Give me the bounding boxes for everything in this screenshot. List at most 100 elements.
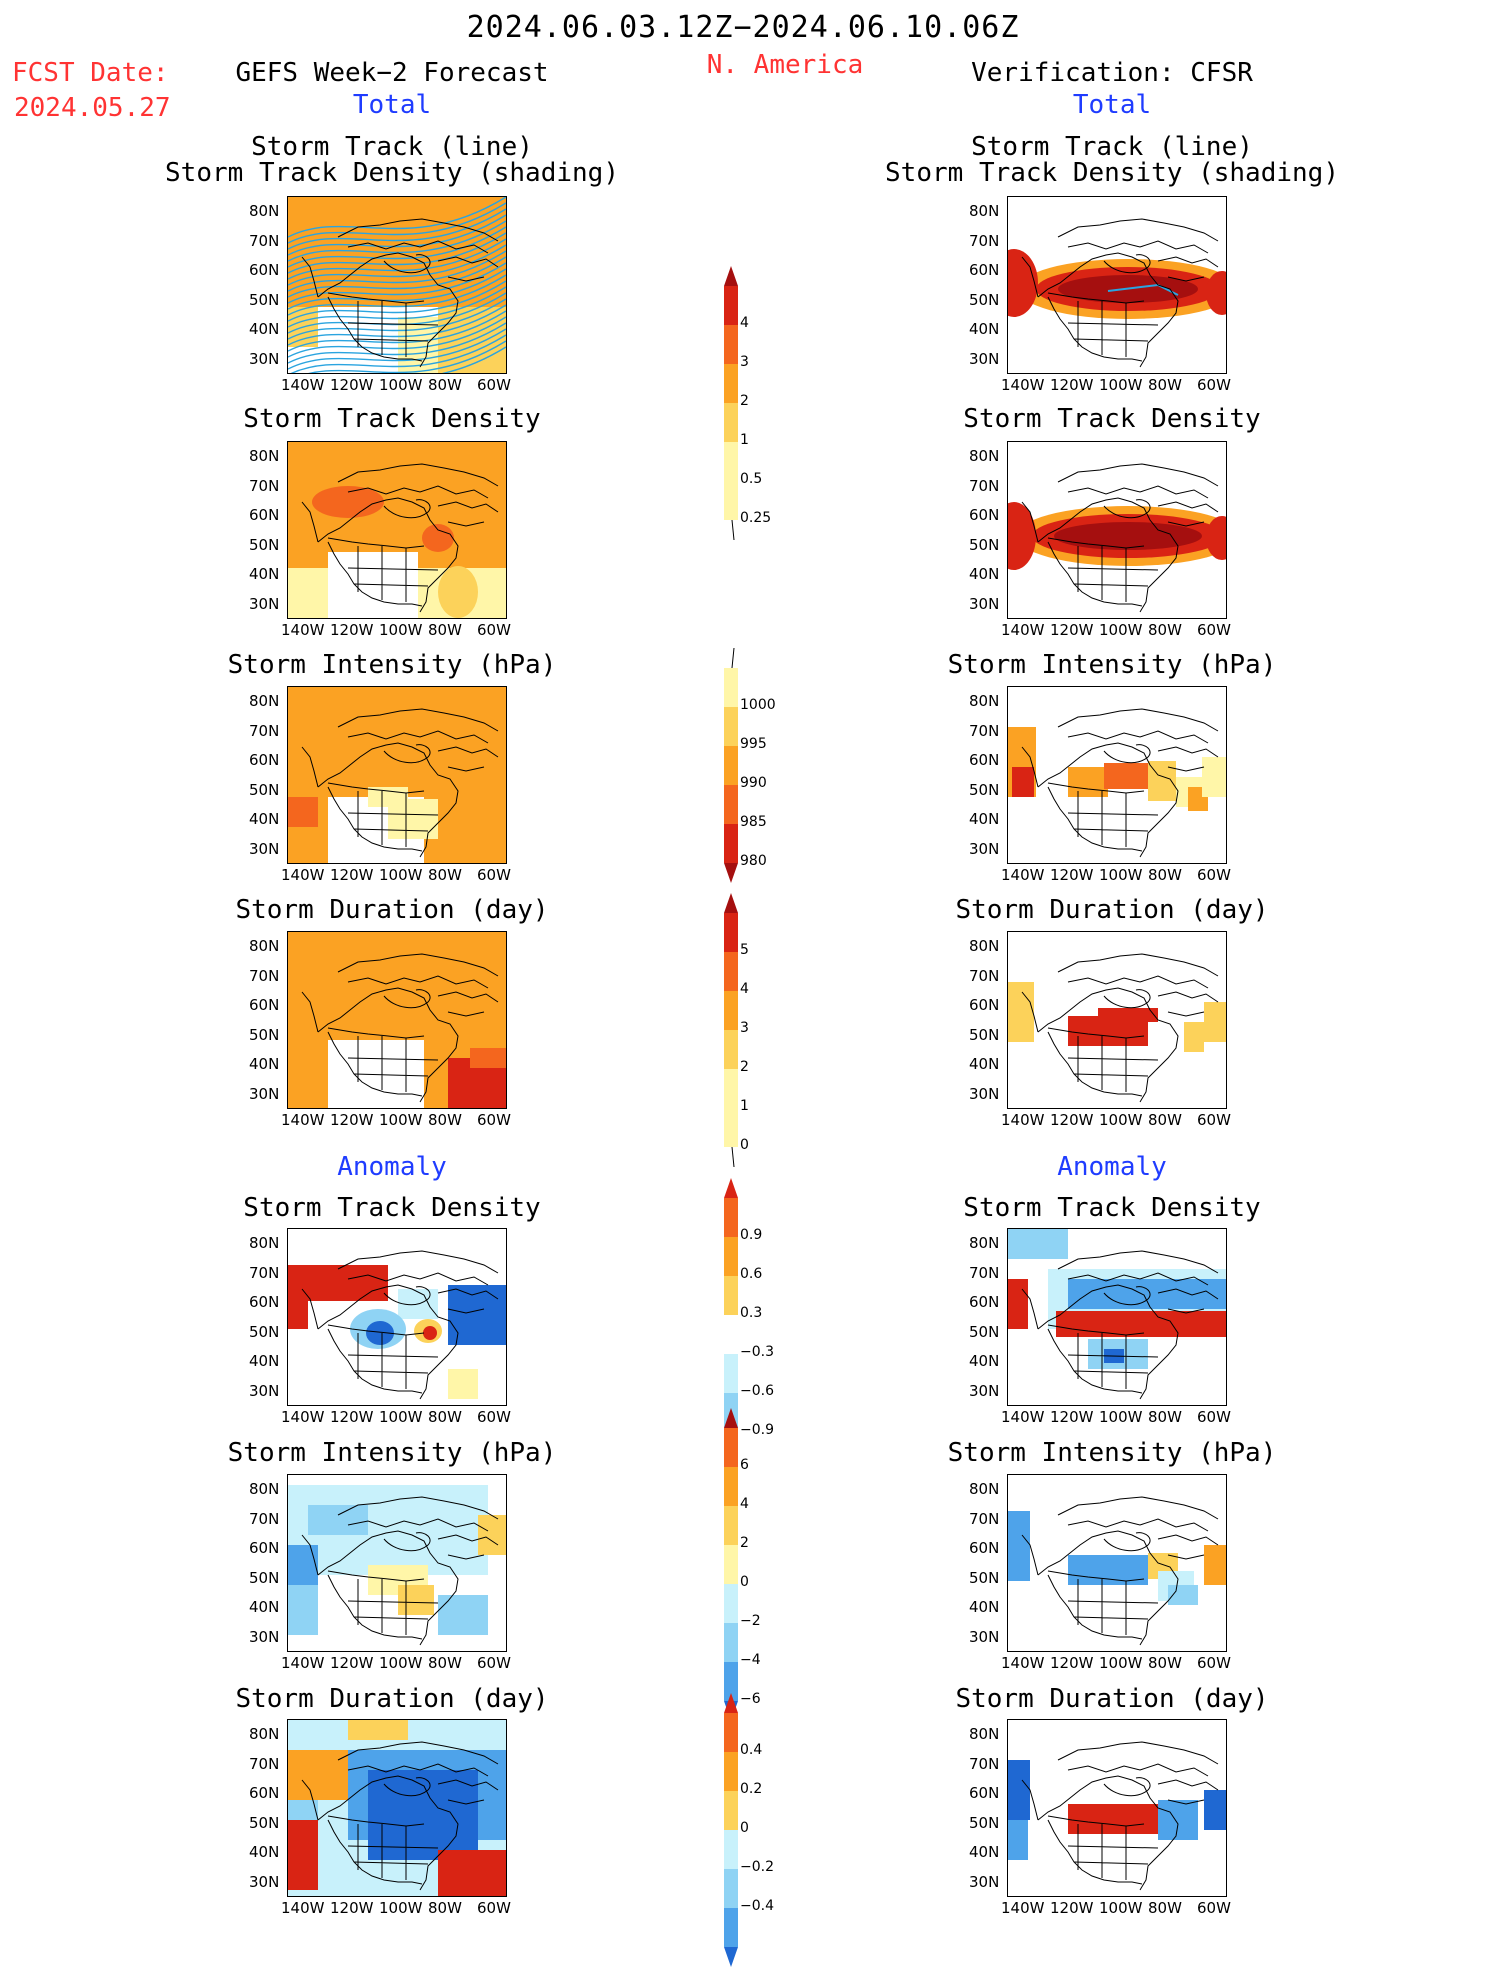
lat-tick-label: 80N [249,692,280,710]
lon-tick-label: 120W [1050,1111,1094,1129]
fcst-date: 2024.05.27 [14,93,171,123]
lat-tick-label: 30N [969,1381,1000,1400]
panel-title-duration-right: Storm Duration (day) [955,895,1269,925]
lat-tick-label: 60N [969,261,1000,279]
lon-tick-label: 100W [379,1654,423,1672]
panel-title-density-left: Storm Track Density [243,404,541,434]
colorbar-label: 0.5 [740,471,763,487]
colorbar-label: −0.2 [740,1859,774,1875]
colorbar-label: −0.3 [740,1344,774,1360]
lon-tick-label: 120W [1050,621,1094,639]
lon-tick-label: 120W [330,376,374,394]
lat-tick-label: 50N [249,780,280,799]
lat-tick-label: 30N [969,1872,1000,1891]
lat-tick-label: 30N [969,349,1000,368]
colorbar-label: 2 [740,1535,749,1551]
panel-title-track-line-left: Storm Track (line) [251,132,533,162]
lat-tick-label: 70N [969,966,1000,985]
lon-tick-label: 100W [379,376,423,394]
lon-tick-label: 140W [281,1654,325,1672]
fcst-label: FCST Date: [12,58,169,88]
map-panel-r-intensity-anom [1007,1474,1227,1652]
lon-tick-label: 120W [330,866,374,884]
panel-title-track-line-right: Storm Track (line) [971,132,1253,162]
lon-tick-label: 60W [1197,376,1231,394]
lat-tick-label: 30N [969,594,1000,613]
map-panel-l-duration-anom [287,1719,507,1897]
lon-tick-label: 140W [1001,866,1045,884]
lat-tick-label: 50N [969,780,1000,799]
lon-tick-label: 120W [330,1654,374,1672]
lat-tick-label: 60N [249,506,280,524]
lat-tick-label: 30N [249,349,280,368]
map-panel-l-intensity [287,686,507,864]
panel-title-intensity-right: Storm Intensity (hPa) [947,650,1277,680]
lon-tick-label: 80W [1148,1111,1182,1129]
colorbar-label: 990 [740,775,767,791]
lon-tick-label: 60W [1197,1654,1231,1672]
colorbar-label: 6 [740,1457,749,1473]
lon-tick-label: 100W [379,621,423,639]
lon-tick-label: 140W [281,376,325,394]
lon-tick-label: 80W [1148,621,1182,639]
lon-tick-label: 140W [281,1408,325,1426]
colorbar-label: −0.9 [740,1422,774,1438]
lon-tick-label: 80W [428,1111,462,1129]
right-column-title: Verification: CFSR [971,58,1253,88]
lat-tick-label: 40N [249,320,280,338]
colorbar-label: −0.6 [740,1383,774,1399]
colorbar-label: 980 [740,853,767,869]
lon-tick-label: 80W [428,621,462,639]
lon-tick-label: 100W [1099,376,1143,394]
map-panel-l-density-anom [287,1228,507,1406]
lat-tick-label: 70N [249,476,280,495]
lon-tick-label: 100W [1099,1899,1143,1917]
colorbar-label: 0.2 [740,1781,763,1797]
lon-tick-label: 120W [330,621,374,639]
lon-tick-label: 80W [428,1408,462,1426]
lon-tick-label: 60W [1197,1408,1231,1426]
lat-tick-label: 80N [249,937,280,955]
lon-tick-label: 80W [1148,1654,1182,1672]
map-panel-l-track [287,196,507,374]
lat-tick-label: 50N [249,1813,280,1832]
lon-tick-label: 140W [281,1899,325,1917]
lat-tick-label: 70N [969,1263,1000,1282]
colorbar-label: 0 [740,1820,749,1836]
lon-tick-label: 60W [477,1654,511,1672]
colorbar-label: 0 [740,1137,749,1153]
lat-tick-label: 80N [249,1725,280,1743]
lat-tick-label: 60N [249,261,280,279]
lat-tick-label: 70N [249,231,280,250]
lon-tick-label: 120W [1050,866,1094,884]
lat-tick-label: 50N [249,1025,280,1044]
lon-tick-label: 140W [281,621,325,639]
panel-title-intensity-anom-right: Storm Intensity (hPa) [947,1438,1277,1468]
panel-title-duration-left: Storm Duration (day) [235,895,549,925]
panel-title-density-anom-left: Storm Track Density [243,1193,541,1223]
lat-tick-label: 80N [969,937,1000,955]
lat-tick-label: 80N [969,1725,1000,1743]
lat-tick-label: 50N [969,1025,1000,1044]
lat-tick-label: 60N [969,996,1000,1014]
lat-tick-label: 70N [249,966,280,985]
panel-title-density-anom-right: Storm Track Density [963,1193,1261,1223]
colorbar-label: 2 [740,393,749,409]
left-column-title: GEFS Week−2 Forecast [235,58,549,88]
colorbar-label: −6 [740,1691,761,1707]
lat-tick-label: 40N [249,810,280,828]
lat-tick-label: 30N [969,1627,1000,1646]
lon-tick-label: 80W [1148,376,1182,394]
lat-tick-label: 80N [249,202,280,220]
lon-tick-label: 120W [330,1111,374,1129]
lat-tick-label: 60N [249,1539,280,1557]
lat-tick-label: 80N [969,1234,1000,1252]
lat-tick-label: 80N [969,692,1000,710]
colorbar-label: 4 [740,315,749,331]
colorbar-label: −4 [740,1652,761,1668]
lat-tick-label: 60N [249,751,280,769]
lon-tick-label: 80W [428,376,462,394]
right-section-total: Total [1072,90,1152,120]
lon-tick-label: 100W [1099,1111,1143,1129]
map-panel-r-density-anom [1007,1228,1227,1406]
